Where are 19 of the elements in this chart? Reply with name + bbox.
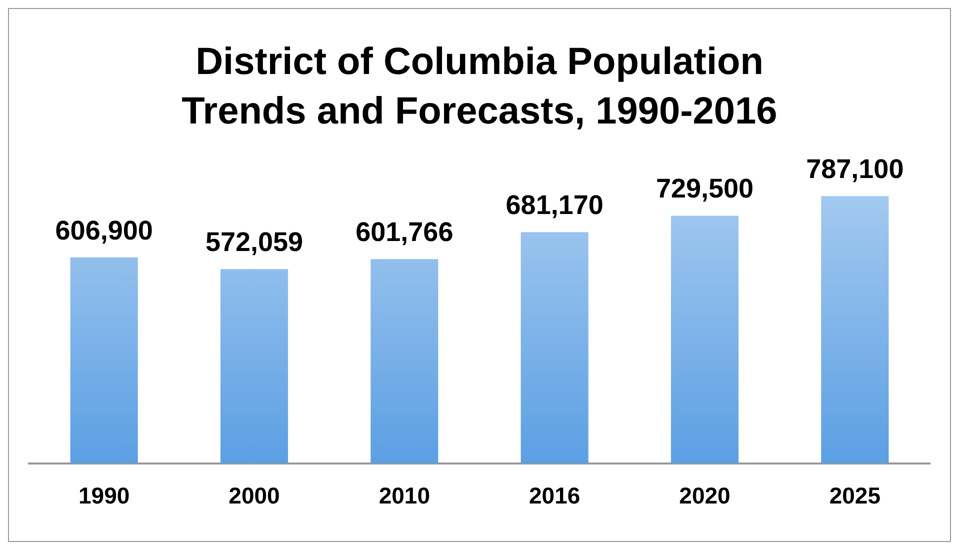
bar (370, 259, 438, 464)
data-label: 787,100 (806, 154, 904, 184)
bar (670, 216, 739, 464)
x-tick-label: 2025 (829, 482, 881, 509)
bar (70, 257, 138, 464)
data-label: 601,766 (356, 217, 454, 248)
data-label: 606,900 (55, 215, 153, 246)
data-label: 572,059 (205, 227, 304, 258)
bar (821, 196, 889, 464)
bar (220, 269, 288, 464)
x-tick-label: 2016 (528, 482, 580, 509)
x-tick-label: 2010 (378, 482, 430, 509)
data-label: 681,170 (506, 190, 604, 220)
x-tick-label: 1990 (78, 482, 130, 509)
bar (520, 232, 588, 464)
data-label: 729,500 (656, 174, 754, 204)
x-tick-label: 2020 (679, 482, 730, 509)
x-tick-label: 2000 (228, 482, 280, 509)
chart-title: District of Columbia Population Trends and Forecasts, 1990-2016 (182, 41, 778, 133)
